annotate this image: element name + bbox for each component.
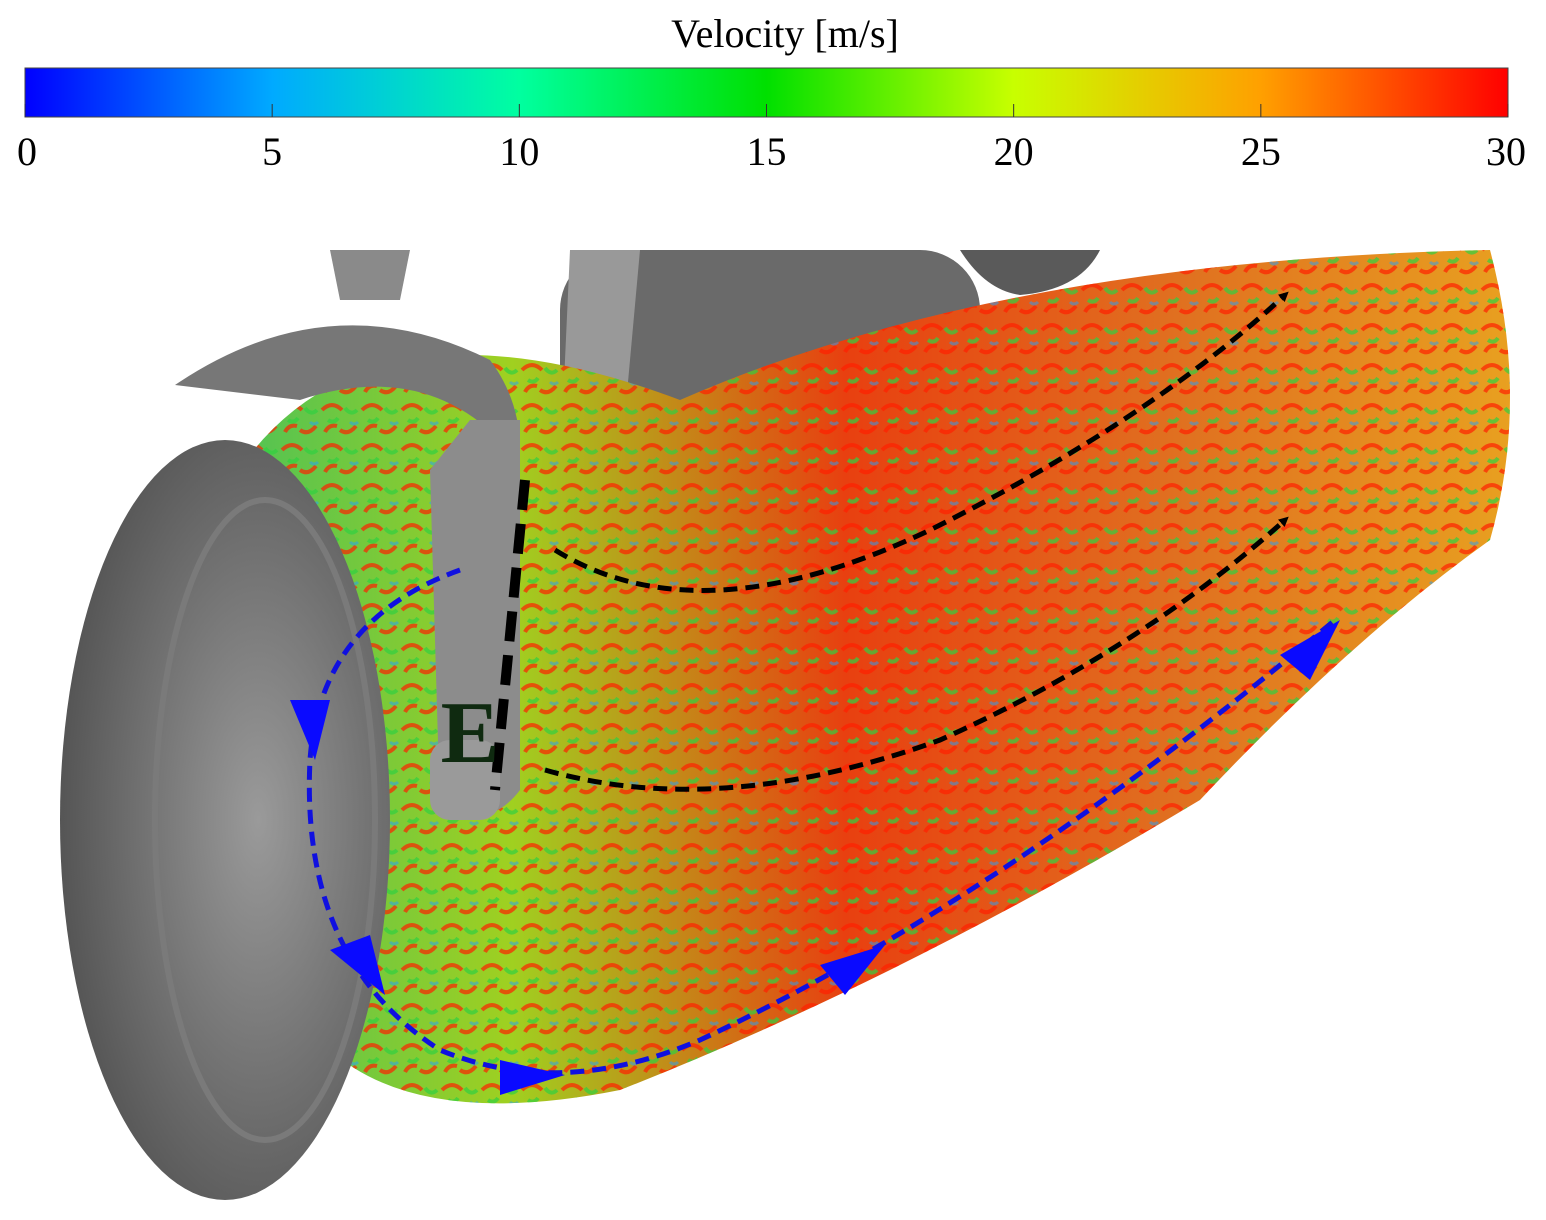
tick-label: 0 bbox=[17, 129, 37, 174]
colorbar-ticks: 0 5 10 15 20 25 30 bbox=[17, 104, 1526, 174]
tick-label: 15 bbox=[747, 129, 787, 174]
tick-label: 25 bbox=[1241, 129, 1281, 174]
tick-label: 10 bbox=[499, 129, 539, 174]
tick-label: 20 bbox=[994, 129, 1034, 174]
tick-label: 30 bbox=[1486, 129, 1526, 174]
colorbar-title: Velocity [m/s] bbox=[671, 11, 899, 56]
region-label: E bbox=[441, 685, 500, 782]
tick-label: 5 bbox=[262, 129, 282, 174]
scene bbox=[60, 250, 1510, 1200]
